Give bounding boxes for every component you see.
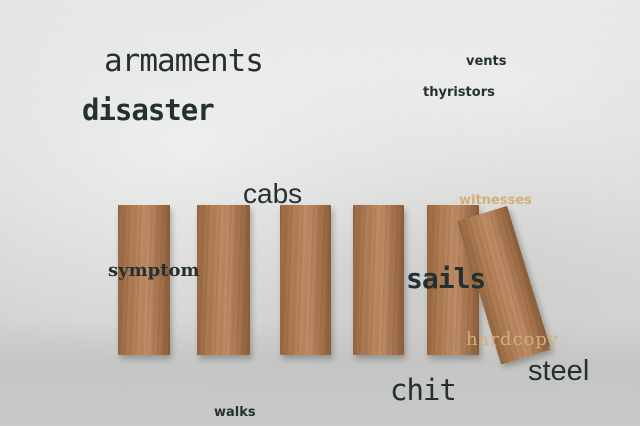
- word-hardcopy: hardcopy: [466, 329, 560, 350]
- word-vents: vents: [466, 54, 507, 69]
- word-disaster: disaster: [82, 93, 215, 127]
- word-chit: chit: [390, 373, 457, 407]
- wooden-block-2: [197, 205, 250, 355]
- word-cabs: cabs: [243, 178, 303, 209]
- word-symptom: symptom: [108, 260, 200, 281]
- word-armaments: armaments: [104, 43, 264, 79]
- word-steel: steel: [528, 355, 590, 387]
- word-witnesses: witnesses: [459, 193, 532, 208]
- word-walks: walks: [214, 405, 256, 420]
- wooden-block-3: [280, 205, 331, 355]
- word-thyristors: thyristors: [423, 85, 495, 100]
- wooden-block-4: [353, 205, 404, 355]
- wooden-block-1: [118, 205, 170, 355]
- word-sails: sails: [406, 262, 486, 295]
